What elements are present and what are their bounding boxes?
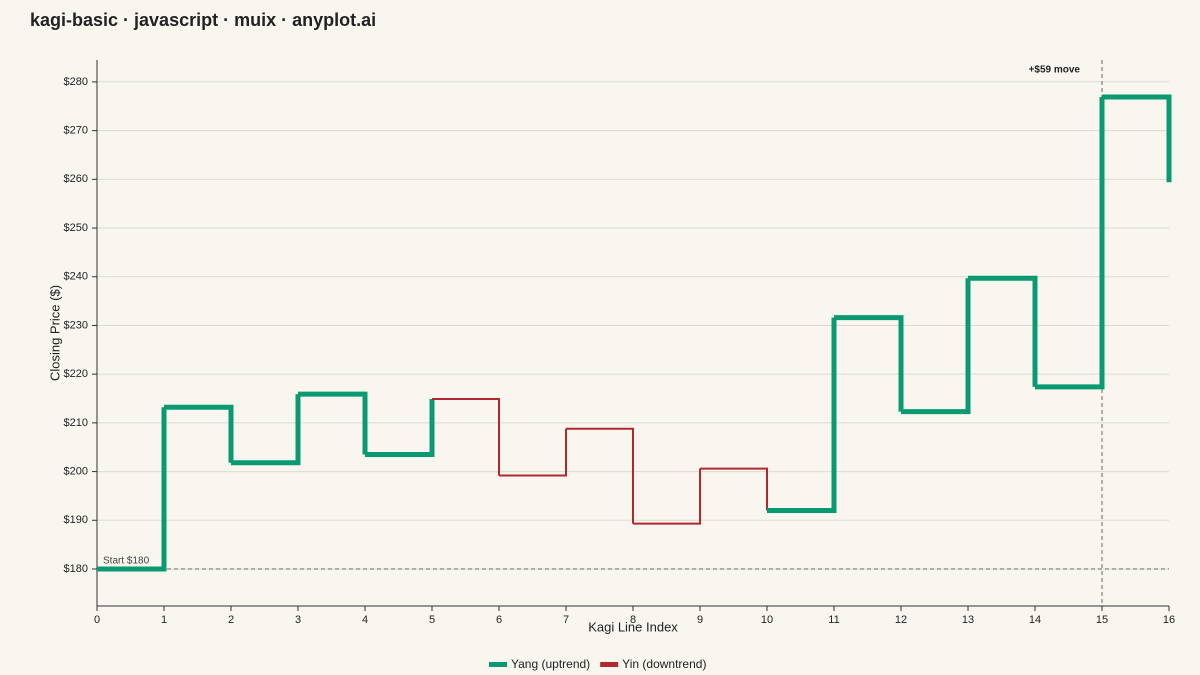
legend-swatch bbox=[600, 662, 619, 667]
x-tick-label: 13 bbox=[962, 614, 974, 626]
kagi-segment bbox=[298, 391, 368, 455]
x-tick-label: 8 bbox=[630, 614, 636, 626]
x-tick-label: 11 bbox=[828, 614, 839, 626]
x-tick-label: 5 bbox=[429, 614, 435, 626]
kagi-segment bbox=[432, 397, 500, 476]
legend-label: Yin (downtrend) bbox=[622, 657, 706, 671]
x-tick-label: 2 bbox=[228, 614, 234, 626]
marker-label: +$59 move bbox=[1029, 65, 1081, 76]
y-tick-label: $260 bbox=[64, 173, 88, 185]
kagi-segment bbox=[365, 398, 435, 458]
kagi-segment bbox=[231, 394, 301, 466]
x-axis-label: Kagi Line Index bbox=[588, 619, 678, 634]
kagi-segment bbox=[834, 315, 904, 412]
y-tick-label: $240 bbox=[64, 271, 88, 283]
x-tick-label: 15 bbox=[1096, 614, 1108, 626]
y-tick-label: $280 bbox=[64, 76, 88, 88]
kagi-segment bbox=[1102, 94, 1172, 183]
x-tick-label: 7 bbox=[563, 614, 569, 626]
y-tick-label: $220 bbox=[64, 368, 88, 380]
kagi-segment bbox=[499, 428, 567, 477]
y-tick-label: $210 bbox=[64, 417, 88, 429]
kagi-segment bbox=[767, 317, 837, 514]
kagi-segment bbox=[901, 278, 971, 415]
x-tick-label: 10 bbox=[761, 614, 773, 626]
x-tick-label: 12 bbox=[895, 614, 907, 626]
legend-swatch bbox=[489, 662, 507, 667]
y-tick-label: $180 bbox=[64, 563, 88, 575]
x-tick-label: 14 bbox=[1029, 614, 1041, 626]
x-tick-label: 6 bbox=[496, 614, 502, 626]
y-tick-label: $200 bbox=[64, 465, 88, 477]
legend-label: Yang (uptrend) bbox=[511, 657, 590, 671]
y-tick-label: $270 bbox=[64, 125, 88, 137]
kagi-segment bbox=[97, 407, 167, 572]
kagi-segment bbox=[1035, 97, 1105, 390]
reference-label: Start $180 bbox=[103, 556, 150, 567]
y-tick-label: $230 bbox=[64, 319, 88, 331]
y-tick-label: $190 bbox=[64, 514, 88, 526]
x-tick-label: 16 bbox=[1163, 614, 1175, 626]
x-tick-label: 1 bbox=[161, 614, 167, 626]
x-tick-label: 0 bbox=[94, 614, 100, 626]
kagi-segment bbox=[633, 468, 701, 525]
y-tick-label: $250 bbox=[64, 222, 88, 234]
chart-title: kagi-basic · javascript · muix · anyplot… bbox=[30, 10, 376, 30]
y-axis-label: Closing Price ($) bbox=[47, 285, 62, 381]
x-tick-label: 9 bbox=[697, 614, 703, 626]
x-tick-label: 3 bbox=[295, 614, 301, 626]
kagi-segment bbox=[164, 404, 234, 463]
kagi-segment bbox=[968, 275, 1038, 387]
x-tick-label: 4 bbox=[362, 614, 368, 626]
kagi-segment bbox=[700, 467, 768, 511]
kagi-segment bbox=[566, 427, 634, 524]
